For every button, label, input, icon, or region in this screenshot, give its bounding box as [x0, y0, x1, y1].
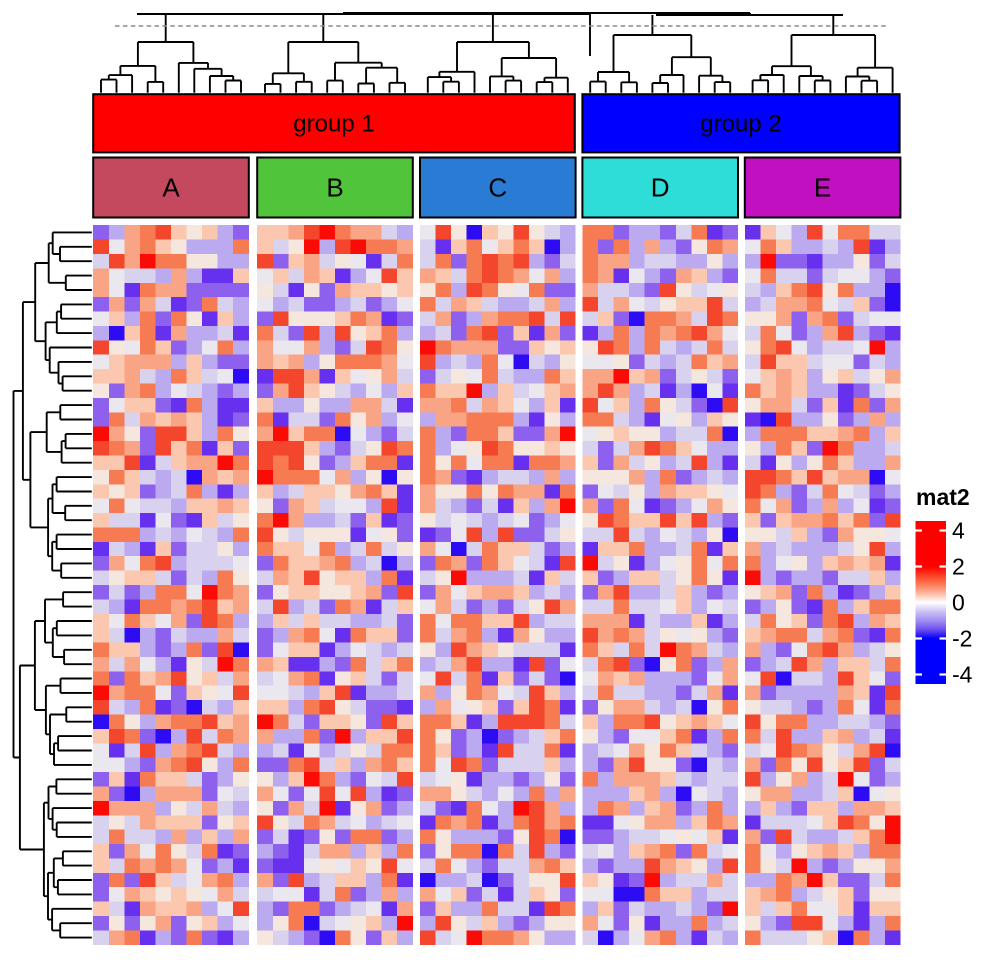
svg-text:A: A — [162, 173, 180, 203]
svg-text:E: E — [814, 173, 831, 203]
svg-text:C: C — [488, 173, 507, 203]
svg-text:-4: -4 — [952, 662, 973, 688]
svg-text:group 2: group 2 — [700, 111, 781, 138]
svg-text:group 1: group 1 — [293, 111, 374, 138]
svg-text:4: 4 — [952, 518, 965, 544]
svg-text:2: 2 — [952, 554, 965, 580]
svg-text:B: B — [326, 173, 343, 203]
svg-text:D: D — [651, 173, 670, 203]
svg-text:-2: -2 — [952, 626, 972, 652]
svg-text:mat2: mat2 — [916, 484, 970, 510]
svg-text:0: 0 — [952, 590, 965, 616]
